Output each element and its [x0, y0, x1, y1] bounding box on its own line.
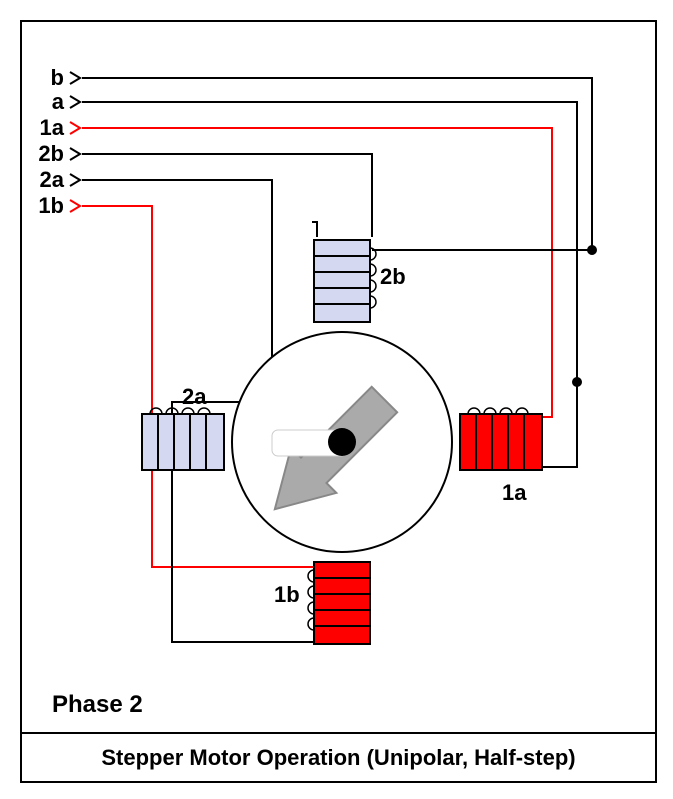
terminal-label-1b: 1b — [38, 193, 64, 218]
terminals: b a 1a 2b 2a 1b — [38, 65, 80, 218]
terminal-arrow-a — [70, 96, 80, 108]
wire-2a — [82, 180, 272, 417]
coil-label-2b: 2b — [380, 264, 406, 289]
rotor-center-dot — [328, 428, 356, 456]
coil-2b — [314, 240, 376, 322]
terminal-label-b: b — [51, 65, 64, 90]
coil-2a — [142, 408, 224, 470]
motor-diagram-svg: b a 1a 2b 2a 1b — [22, 22, 655, 732]
coil-label-1b: 1b — [274, 582, 300, 607]
title-bar: Stepper Motor Operation (Unipolar, Half-… — [20, 732, 657, 783]
terminal-arrow-2b — [70, 148, 80, 160]
terminal-arrow-1a — [70, 122, 80, 134]
terminal-arrow-2a — [70, 174, 80, 186]
coil-1b — [308, 562, 370, 644]
coil-label-1a: 1a — [502, 480, 527, 505]
terminal-arrow-b — [70, 72, 80, 84]
terminal-label-2a: 2a — [40, 167, 65, 192]
diagram-container: b a 1a 2b 2a 1b — [0, 0, 673, 799]
coil-label-2a: 2a — [182, 384, 207, 409]
diagram-title: Stepper Motor Operation (Unipolar, Half-… — [101, 745, 575, 771]
terminal-label-2b: 2b — [38, 141, 64, 166]
phase-label: Phase 2 — [52, 691, 143, 718]
wire-b — [82, 78, 592, 250]
terminal-label-1a: 1a — [40, 115, 65, 140]
terminal-label-a: a — [52, 89, 65, 114]
wire-2b — [82, 154, 372, 237]
coil-1a — [460, 408, 542, 470]
terminal-arrow-1b — [70, 200, 80, 212]
diagram-frame: b a 1a 2b 2a 1b — [20, 20, 657, 734]
